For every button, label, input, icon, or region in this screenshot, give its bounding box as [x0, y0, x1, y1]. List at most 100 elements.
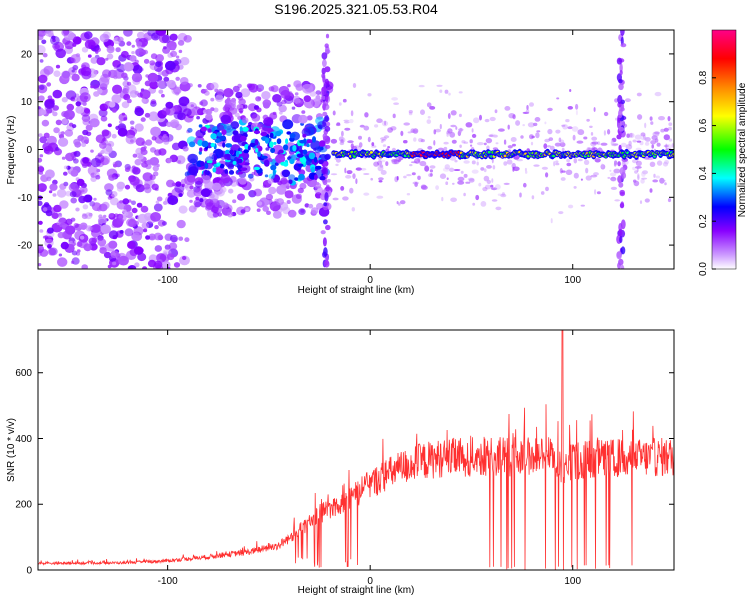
- heat-cell: [503, 182, 510, 185]
- heat-streak: [320, 230, 326, 235]
- heat-streak: [619, 235, 623, 244]
- snr-ticks: -100 0 100 0 200 400 600: [15, 330, 674, 587]
- heat-cell: [145, 235, 151, 240]
- heat-cell: [118, 120, 123, 124]
- heat-cell: [471, 160, 476, 165]
- y-tick-label: 400: [15, 434, 32, 445]
- heat-cell: [122, 198, 130, 205]
- heat-cell: [131, 44, 135, 48]
- heat-cell: [71, 124, 77, 129]
- heat-cell: [200, 161, 205, 167]
- heat-cell: [137, 213, 148, 224]
- heat-cell: [591, 141, 599, 145]
- heat-cell: [64, 129, 74, 137]
- heat-cell: [79, 235, 85, 240]
- heat-cell: [445, 181, 449, 185]
- heat-cell: [148, 233, 156, 241]
- heat-cell: [107, 123, 112, 128]
- heat-cell: [531, 195, 535, 200]
- heat-cell: [249, 142, 256, 148]
- heat-cell: [38, 220, 43, 225]
- heat-cell: [251, 171, 256, 176]
- heat-cell: [649, 116, 653, 121]
- heat-cell: [195, 196, 200, 201]
- heat-cell: [171, 182, 176, 187]
- heat-cell: [335, 163, 339, 167]
- heat-cell: [495, 206, 502, 211]
- heat-cell: [230, 121, 240, 130]
- heat-cell: [47, 248, 57, 256]
- heat-cell: [169, 234, 178, 243]
- heat-cell: [285, 185, 290, 190]
- heat-cell: [244, 143, 249, 150]
- heat-cell: [234, 112, 240, 118]
- heat-cell: [81, 142, 87, 148]
- heat-cell: [600, 142, 608, 146]
- heat-cell: [132, 64, 143, 74]
- heat-cell: [69, 240, 73, 245]
- heat-cell: [112, 84, 123, 95]
- heat-cell: [150, 212, 162, 222]
- heat-cell: [40, 109, 47, 115]
- heat-streak: [616, 134, 622, 140]
- heat-cell: [313, 156, 318, 163]
- heat-cell: [478, 182, 482, 187]
- snr-line: [38, 330, 674, 570]
- heat-cell: [269, 132, 274, 139]
- heat-cell: [263, 102, 270, 109]
- heat-cell: [178, 236, 184, 241]
- heat-streak: [324, 43, 329, 49]
- heat-cell: [636, 92, 642, 97]
- heat-cell: [236, 158, 243, 164]
- heat-cell: [615, 117, 618, 121]
- heat-cell: [126, 218, 136, 227]
- heat-cell: [668, 126, 672, 131]
- y-tick-label: 10: [21, 97, 33, 108]
- heat-cell: [634, 170, 638, 174]
- heat-cell: [73, 158, 79, 164]
- heat-cell: [503, 161, 508, 166]
- heat-cell: [378, 180, 383, 183]
- heat-cell: [498, 128, 505, 132]
- heat-cell: [485, 138, 493, 144]
- heat-cell: [186, 174, 196, 183]
- heat-cell: [87, 54, 92, 58]
- heat-cell: [48, 190, 53, 194]
- heat-cell: [82, 129, 89, 136]
- heat-cell: [358, 142, 363, 148]
- heat-cell: [121, 101, 130, 109]
- heat-cell: [96, 168, 101, 173]
- heat-cell: [289, 133, 296, 139]
- heat-cell: [507, 145, 513, 149]
- heat-cell: [38, 157, 43, 163]
- heat-cell: [506, 159, 513, 165]
- heat-cell: [381, 139, 386, 142]
- heat-cell: [79, 222, 88, 230]
- heat-streak: [324, 114, 329, 122]
- heat-cell: [178, 193, 183, 197]
- heat-cell: [543, 143, 548, 149]
- heat-cell: [82, 118, 90, 126]
- heat-cell: [150, 126, 162, 137]
- colorbar-tick-label: 0.4: [698, 166, 709, 180]
- heat-cell: [55, 119, 62, 126]
- heat-cell: [519, 192, 522, 198]
- heat-cell: [242, 126, 249, 132]
- heat-cell: [664, 160, 669, 165]
- heat-cell: [175, 76, 180, 81]
- heat-cell: [660, 128, 665, 133]
- heat-cell: [632, 159, 639, 164]
- heat-cell: [52, 89, 63, 99]
- heat-streak: [322, 119, 326, 128]
- heat-cell: [593, 107, 596, 112]
- heat-cell: [45, 210, 53, 217]
- heat-cell: [70, 217, 76, 222]
- heat-cell: [640, 136, 648, 141]
- heat-cell: [296, 153, 304, 158]
- heat-cell: [44, 169, 55, 179]
- heat-cell: [613, 162, 617, 167]
- heat-streak: [617, 161, 621, 167]
- heat-cell: [302, 83, 313, 94]
- heat-cell: [131, 72, 143, 83]
- heat-cell: [609, 169, 612, 172]
